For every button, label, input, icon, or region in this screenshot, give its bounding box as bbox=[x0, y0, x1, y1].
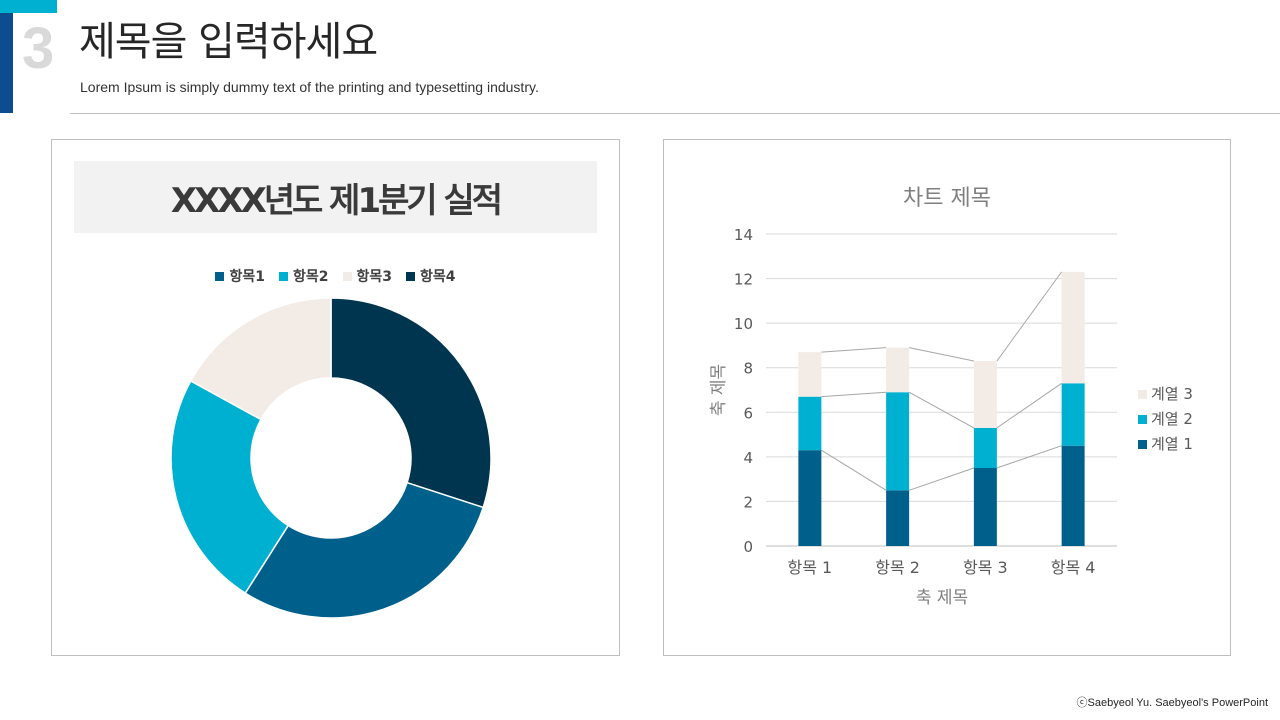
donut-legend-label: 항목1 bbox=[229, 269, 265, 285]
bar-legend-label: 계열 2 bbox=[1151, 410, 1193, 428]
bar-chart-title: 차트 제목 bbox=[903, 186, 991, 211]
bar-segment bbox=[798, 450, 822, 546]
accent-bar-top bbox=[0, 0, 57, 13]
series-line bbox=[908, 391, 975, 429]
y-tick-label: 8 bbox=[743, 360, 753, 378]
bar-segment bbox=[798, 352, 822, 397]
y-tick-label: 0 bbox=[743, 538, 753, 556]
y-tick-label: 12 bbox=[734, 271, 753, 289]
donut-legend-label: 항목3 bbox=[356, 269, 393, 285]
bar-segment bbox=[886, 392, 910, 491]
donut-legend: 항목1 항목2 항목3 항목4 bbox=[52, 266, 619, 286]
header-divider bbox=[70, 113, 1280, 114]
y-tick-label: 14 bbox=[734, 226, 753, 244]
y-tick-label: 6 bbox=[743, 404, 753, 422]
series-line bbox=[821, 347, 887, 353]
x-tick-label: 항목 2 bbox=[875, 558, 920, 577]
donut-slice bbox=[189, 297, 332, 421]
y-axis-title: 축 제목 bbox=[709, 364, 729, 416]
x-tick-label: 항목 1 bbox=[788, 558, 833, 577]
bar-legend-label: 계열 1 bbox=[1151, 435, 1193, 453]
donut-title-box: XXXX년도 제1분기 실적 bbox=[74, 161, 597, 233]
series-line bbox=[821, 391, 887, 398]
donut-legend-item: 항목2 bbox=[278, 266, 329, 286]
donut-chart-title: XXXX년도 제1분기 실적 bbox=[170, 180, 503, 221]
donut-legend-swatch bbox=[342, 271, 352, 281]
donut-legend-swatch bbox=[278, 271, 288, 281]
x-axis-title: 축 제목 bbox=[916, 588, 968, 608]
bar-legend-swatch bbox=[1138, 415, 1147, 424]
donut-legend-label: 항목2 bbox=[292, 269, 329, 285]
page-title[interactable]: 제목을 입력하세요 bbox=[79, 19, 378, 65]
donut-slice bbox=[244, 481, 485, 619]
copyright-notice: ⓒSaebyeol Yu. Saebyeol's PowerPoint bbox=[1076, 697, 1268, 709]
slide-number: 3 bbox=[22, 16, 55, 81]
x-tick-label: 항목 3 bbox=[963, 558, 1008, 577]
series-line bbox=[821, 449, 887, 491]
bar-segment bbox=[886, 347, 910, 393]
bar-segment bbox=[886, 490, 910, 546]
series-line bbox=[996, 271, 1063, 362]
bar-legend-swatch bbox=[1138, 440, 1147, 449]
bar-segment bbox=[973, 361, 997, 428]
series-line bbox=[996, 382, 1062, 429]
donut-slice bbox=[170, 379, 290, 595]
y-tick-label: 4 bbox=[743, 449, 753, 467]
bar-segment bbox=[973, 427, 997, 468]
donut-chart-panel[interactable]: XXXX년도 제1분기 실적 항목1 항목2 항목3 항목4 bbox=[51, 139, 620, 656]
bar-legend-label: 계열 3 bbox=[1151, 385, 1193, 403]
x-tick-label: 항목 4 bbox=[1051, 558, 1096, 577]
series-line bbox=[908, 467, 975, 491]
donut-legend-item: 항목3 bbox=[342, 266, 393, 286]
donut-legend-swatch bbox=[406, 271, 416, 281]
bar-segment bbox=[1061, 445, 1085, 546]
y-tick-label: 10 bbox=[734, 315, 753, 333]
bar-segment bbox=[1061, 271, 1085, 384]
y-tick-label: 2 bbox=[743, 493, 753, 511]
bar-legend-swatch bbox=[1138, 390, 1147, 399]
donut-legend-swatch bbox=[215, 271, 225, 281]
accent-bar-left bbox=[0, 13, 13, 113]
donut-legend-item: 항목4 bbox=[406, 266, 456, 286]
bar-segment bbox=[1061, 383, 1085, 446]
donut-legend-item: 항목1 bbox=[215, 266, 265, 286]
donut-legend-label: 항목4 bbox=[420, 269, 456, 285]
bar-segment bbox=[973, 468, 997, 546]
bar-segment bbox=[798, 396, 822, 451]
series-line bbox=[909, 347, 974, 362]
donut-slice bbox=[330, 297, 492, 509]
series-line bbox=[996, 445, 1062, 469]
page-subtitle[interactable]: Lorem Ipsum is simply dummy text of the … bbox=[80, 79, 539, 95]
